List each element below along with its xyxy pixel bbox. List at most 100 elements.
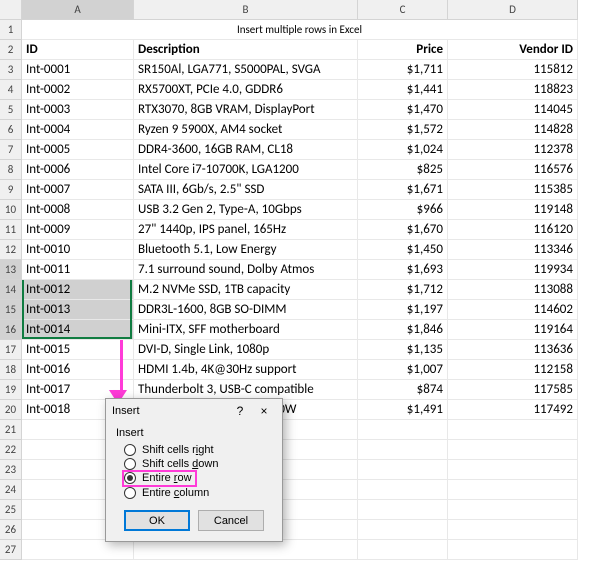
col-header-b[interactable]: B xyxy=(134,0,358,20)
data-cell[interactable]: RX5700XT, PCIe 4.0, GDDR6 xyxy=(134,80,358,100)
data-cell[interactable]: Int-0003 xyxy=(22,100,134,120)
data-cell[interactable]: $1,711 xyxy=(358,60,448,80)
row-header[interactable]: 21 xyxy=(0,420,22,440)
title-cell[interactable]: Insert multiple rows in Excel xyxy=(22,20,578,40)
row-header[interactable]: 27 xyxy=(0,540,22,560)
row-header[interactable]: 26 xyxy=(0,520,22,540)
data-cell[interactable]: $1,846 xyxy=(358,320,448,340)
data-cell[interactable]: 118823 xyxy=(448,80,578,100)
header-cell[interactable]: ID xyxy=(22,40,134,60)
data-cell[interactable]: $1,712 xyxy=(358,280,448,300)
data-cell[interactable]: SR150Al, LGA771, S5000PAL, SVGA xyxy=(134,60,358,80)
data-cell[interactable]: Int-0007 xyxy=(22,180,134,200)
empty-cell[interactable] xyxy=(358,500,448,520)
data-cell[interactable]: 115812 xyxy=(448,60,578,80)
data-cell[interactable]: 114045 xyxy=(448,100,578,120)
empty-cell[interactable] xyxy=(358,420,448,440)
radio-shift-down[interactable]: Shift cells down xyxy=(116,457,272,471)
row-header[interactable]: 6 xyxy=(0,120,22,140)
row-header[interactable]: 18 xyxy=(0,360,22,380)
data-cell[interactable]: M.2 NVMe SSD, 1TB capacity xyxy=(134,280,358,300)
data-cell[interactable]: 119934 xyxy=(448,260,578,280)
empty-cell[interactable] xyxy=(448,500,578,520)
cancel-button[interactable]: Cancel xyxy=(198,510,264,531)
row-header[interactable]: 24 xyxy=(0,480,22,500)
radio-entire-row[interactable]: Entire row xyxy=(116,471,272,486)
row-header[interactable]: 11 xyxy=(0,220,22,240)
data-cell[interactable]: $1,670 xyxy=(358,220,448,240)
data-cell[interactable]: $1,450 xyxy=(358,240,448,260)
empty-cell[interactable] xyxy=(448,440,578,460)
row-header[interactable]: 2 xyxy=(0,40,22,60)
close-icon[interactable]: × xyxy=(252,401,276,421)
row-header[interactable]: 3 xyxy=(0,60,22,80)
row-header[interactable]: 25 xyxy=(0,500,22,520)
empty-cell[interactable] xyxy=(448,420,578,440)
empty-cell[interactable] xyxy=(448,460,578,480)
data-cell[interactable]: 116576 xyxy=(448,160,578,180)
data-cell[interactable]: $825 xyxy=(358,160,448,180)
data-cell[interactable]: DDR4-3600, 16GB RAM, CL18 xyxy=(134,140,358,160)
data-cell[interactable]: $1,693 xyxy=(358,260,448,280)
data-cell[interactable]: 116120 xyxy=(448,220,578,240)
row-header[interactable]: 10 xyxy=(0,200,22,220)
data-cell[interactable]: $1,671 xyxy=(358,180,448,200)
empty-cell[interactable] xyxy=(358,540,448,560)
data-cell[interactable]: 119164 xyxy=(448,320,578,340)
row-header[interactable]: 5 xyxy=(0,100,22,120)
row-header[interactable]: 16 xyxy=(0,320,22,340)
empty-cell[interactable] xyxy=(358,480,448,500)
row-header[interactable]: 20 xyxy=(0,400,22,420)
dialog-titlebar[interactable]: Insert ? × xyxy=(106,399,282,423)
data-cell[interactable]: 113346 xyxy=(448,240,578,260)
data-cell[interactable]: 112158 xyxy=(448,360,578,380)
data-cell[interactable]: Int-0009 xyxy=(22,220,134,240)
data-cell[interactable]: $1,572 xyxy=(358,120,448,140)
data-cell[interactable]: 117585 xyxy=(448,380,578,400)
data-cell[interactable]: 119148 xyxy=(448,200,578,220)
row-header[interactable]: 22 xyxy=(0,440,22,460)
row-header[interactable]: 23 xyxy=(0,460,22,480)
data-cell[interactable]: Bluetooth 5.1, Low Energy xyxy=(134,240,358,260)
help-icon[interactable]: ? xyxy=(228,401,252,421)
col-header-a[interactable]: A xyxy=(22,0,134,20)
data-cell[interactable]: $1,197 xyxy=(358,300,448,320)
data-cell[interactable]: USB 3.2 Gen 2, Type-A, 10Gbps xyxy=(134,200,358,220)
data-cell[interactable]: Ryzen 9 5900X, AM4 socket xyxy=(134,120,358,140)
empty-cell[interactable] xyxy=(448,540,578,560)
data-cell[interactable]: $1,024 xyxy=(358,140,448,160)
data-cell[interactable]: 112378 xyxy=(448,140,578,160)
data-cell[interactable]: 113636 xyxy=(448,340,578,360)
header-cell[interactable]: Vendor ID xyxy=(448,40,578,60)
data-cell[interactable]: $1,491 xyxy=(358,400,448,420)
empty-cell[interactable] xyxy=(448,480,578,500)
data-cell[interactable]: $1,135 xyxy=(358,340,448,360)
radio-shift-right[interactable]: Shift cells right xyxy=(116,443,272,457)
empty-cell[interactable] xyxy=(358,520,448,540)
col-header-c[interactable]: C xyxy=(358,0,448,20)
row-header[interactable]: 13 xyxy=(0,260,22,280)
data-cell[interactable]: Thunderbolt 3, USB-C compatible xyxy=(134,380,358,400)
row-header[interactable]: 12 xyxy=(0,240,22,260)
empty-cell[interactable] xyxy=(358,440,448,460)
data-cell[interactable]: Int-0001 xyxy=(22,60,134,80)
data-cell[interactable]: $1,007 xyxy=(358,360,448,380)
ok-button[interactable]: OK xyxy=(124,510,190,531)
data-cell[interactable]: DVI-D, Single Link, 1080p xyxy=(134,340,358,360)
header-cell[interactable]: Price xyxy=(358,40,448,60)
empty-cell[interactable] xyxy=(22,540,134,560)
data-cell[interactable]: Int-0005 xyxy=(22,140,134,160)
col-header-d[interactable]: D xyxy=(448,0,578,20)
data-cell[interactable]: Mini-ITX, SFF motherboard xyxy=(134,320,358,340)
data-cell[interactable]: Int-0014 xyxy=(22,320,134,340)
data-cell[interactable]: Int-0002 xyxy=(22,80,134,100)
data-cell[interactable]: Intel Core i7-10700K, LGA1200 xyxy=(134,160,358,180)
data-cell[interactable]: 113088 xyxy=(448,280,578,300)
data-cell[interactable]: Int-0004 xyxy=(22,120,134,140)
row-header[interactable]: 17 xyxy=(0,340,22,360)
data-cell[interactable]: $874 xyxy=(358,380,448,400)
data-cell[interactable]: Int-0008 xyxy=(22,200,134,220)
row-header[interactable]: 8 xyxy=(0,160,22,180)
data-cell[interactable]: SATA III, 6Gb/s, 2.5" SSD xyxy=(134,180,358,200)
header-cell[interactable]: Description xyxy=(134,40,358,60)
